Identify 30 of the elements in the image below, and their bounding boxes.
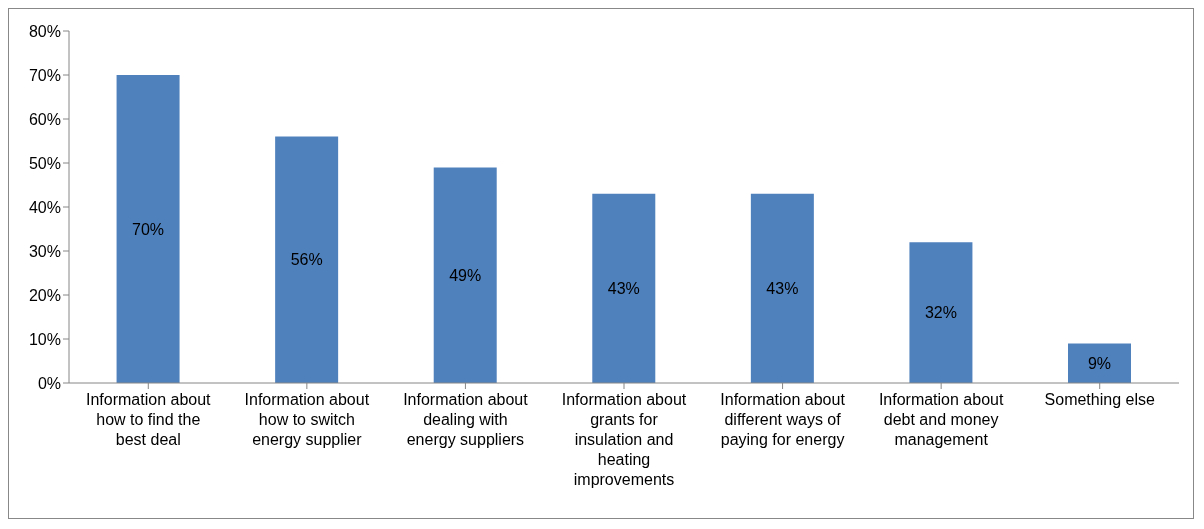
bar — [275, 136, 339, 383]
y-tick-label: 10% — [28, 330, 61, 348]
bar — [909, 242, 973, 383]
y-tick-label: 30% — [28, 242, 61, 260]
y-tick-label: 70% — [28, 66, 61, 84]
data-label: 56% — [290, 251, 323, 269]
bar — [592, 193, 656, 383]
bar — [116, 75, 180, 383]
data-label: 9% — [1087, 354, 1112, 372]
bar — [433, 167, 497, 383]
x-tick-label: Information about debt and money management — [878, 391, 1004, 448]
y-tick-label: 0% — [37, 374, 61, 392]
x-tick-label: Something else — [1044, 391, 1155, 408]
y-tick-label: 80% — [28, 22, 61, 40]
data-label: 49% — [449, 266, 482, 284]
x-tick-label: Information about grants for insulation and heating improvements — [561, 391, 687, 488]
data-label: 32% — [924, 304, 957, 322]
y-tick-label: 20% — [28, 286, 61, 304]
data-label: 70% — [132, 220, 165, 238]
x-tick-label: Information about dealing with energy suppliers — [403, 391, 529, 448]
x-tick-label: Information about different ways of paying for energy — [720, 391, 846, 448]
y-tick-label: 60% — [28, 110, 61, 128]
x-tick-label: Information about how to switch energy supplier — [244, 391, 370, 448]
data-label: 43% — [607, 280, 640, 298]
data-label: 43% — [766, 280, 799, 298]
bar — [1068, 343, 1131, 383]
x-tick-label: Information about how to find the best deal — [86, 391, 212, 448]
y-tick-label: 50% — [28, 154, 61, 172]
bar — [750, 193, 814, 383]
y-tick-label: 40% — [28, 198, 61, 216]
